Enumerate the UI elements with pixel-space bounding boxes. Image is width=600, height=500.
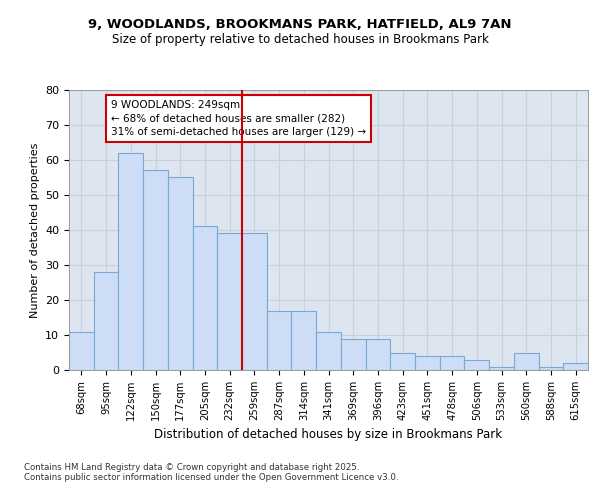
Bar — [316, 332, 341, 370]
Bar — [365, 338, 390, 370]
Text: Size of property relative to detached houses in Brookmans Park: Size of property relative to detached ho… — [112, 32, 488, 46]
Bar — [168, 178, 193, 370]
Bar — [143, 170, 168, 370]
Bar — [267, 310, 292, 370]
Text: 9, WOODLANDS, BROOKMANS PARK, HATFIELD, AL9 7AN: 9, WOODLANDS, BROOKMANS PARK, HATFIELD, … — [88, 18, 512, 30]
Bar — [440, 356, 464, 370]
Bar — [217, 234, 242, 370]
Bar — [69, 332, 94, 370]
Text: Contains HM Land Registry data © Crown copyright and database right 2025.
Contai: Contains HM Land Registry data © Crown c… — [24, 462, 398, 482]
Text: 9 WOODLANDS: 249sqm
← 68% of detached houses are smaller (282)
31% of semi-detac: 9 WOODLANDS: 249sqm ← 68% of detached ho… — [111, 100, 366, 137]
Bar — [514, 352, 539, 370]
Bar — [464, 360, 489, 370]
Bar — [563, 363, 588, 370]
Bar — [193, 226, 217, 370]
Bar — [118, 153, 143, 370]
Bar — [390, 352, 415, 370]
Y-axis label: Number of detached properties: Number of detached properties — [29, 142, 40, 318]
Bar — [415, 356, 440, 370]
Bar — [341, 338, 365, 370]
Bar — [292, 310, 316, 370]
Bar — [539, 366, 563, 370]
X-axis label: Distribution of detached houses by size in Brookmans Park: Distribution of detached houses by size … — [154, 428, 503, 442]
Bar — [489, 366, 514, 370]
Bar — [242, 234, 267, 370]
Bar — [94, 272, 118, 370]
